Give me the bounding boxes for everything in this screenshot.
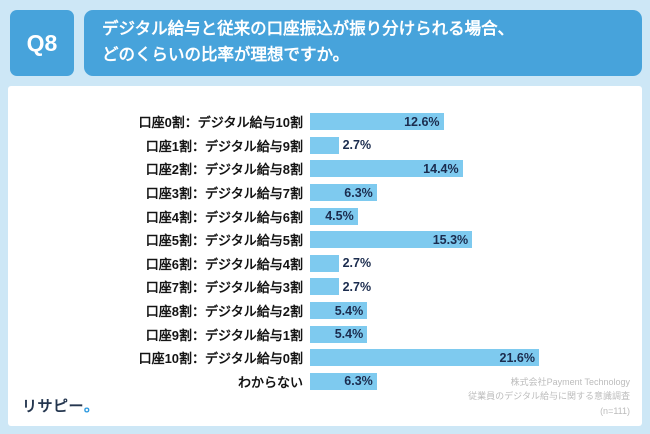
category-label: 口座4割：デジタル給与6割 — [145, 209, 303, 225]
bar — [310, 278, 339, 296]
bar: 14.4% — [310, 160, 463, 178]
chart-row: 口座2割：デジタル給与8割 14.4% — [8, 157, 642, 181]
category-label: 口座7割：デジタル給与3割 — [145, 280, 303, 296]
value-label: 6.3% — [344, 374, 373, 389]
bar: 5.4% — [310, 302, 368, 320]
chart-row: 口座9割：デジタル給与1割 5.4% — [8, 322, 642, 346]
plot-area: 2.7% — [310, 136, 575, 154]
category-label: 口座5割：デジタル給与5割 — [145, 233, 303, 249]
chart-row: 口座8割：デジタル給与2割 5.4% — [8, 299, 642, 323]
value-label: 4.5% — [325, 209, 354, 224]
category-label: 口座2割：デジタル給与8割 — [145, 162, 303, 178]
value-label: 21.6% — [499, 350, 535, 365]
chart-row: わからない 6.3% — [8, 370, 642, 394]
bar: 12.6% — [310, 113, 444, 131]
question-title-line1: デジタル給与と従来の口座振込が振り分けられる場合、 — [102, 20, 515, 39]
bar: 15.3% — [310, 231, 473, 249]
plot-area: 14.4% — [310, 160, 575, 178]
value-label: 2.7% — [342, 256, 372, 271]
chart-row: 口座7割：デジタル給与3割 2.7% — [8, 275, 642, 299]
plot-area: 6.3% — [310, 184, 575, 202]
plot-area: 5.4% — [310, 325, 575, 343]
logo-text: リサピー — [22, 398, 84, 415]
chart-row: 口座3割：デジタル給与7割 6.3% — [8, 181, 642, 205]
plot-area: 15.3% — [310, 231, 575, 249]
category-label: 口座8割：デジタル給与2割 — [145, 304, 303, 320]
plot-area: 2.7% — [310, 278, 575, 296]
bar: 21.6% — [310, 349, 539, 367]
question-title: デジタル給与と従来の口座振込が振り分けられる場合、 どのくらいの比率が理想ですか… — [84, 10, 642, 76]
chart-panel: 口座0割：デジタル給与10割 12.6% 口座1割：デジタル給与9割 2.7% 口座2割… — [8, 86, 642, 426]
bar: 5.4% — [310, 325, 368, 343]
source-company: 株式会社Payment Technology — [510, 376, 630, 387]
chart-row: 口座4割：デジタル給与6割 4.5% — [8, 204, 642, 228]
category-label: 口座0割：デジタル給与10割 — [138, 115, 303, 131]
bar: 4.5% — [310, 207, 358, 225]
category-label: 口座6割：デジタル給与4割 — [145, 256, 303, 272]
question-number-badge: Q8 — [10, 10, 74, 76]
chart-row: 口座0割：デジタル給与10割 12.6% — [8, 110, 642, 134]
bar — [310, 254, 339, 272]
bar-chart: 口座0割：デジタル給与10割 12.6% 口座1割：デジタル給与9割 2.7% 口座2割… — [8, 86, 642, 393]
value-label: 6.3% — [344, 185, 373, 200]
value-label: 12.6% — [404, 114, 440, 129]
category-label: 口座9割：デジタル給与1割 — [145, 327, 303, 343]
value-label: 5.4% — [334, 303, 364, 318]
value-label: 5.4% — [334, 327, 364, 342]
category-label: 口座1割：デジタル給与9割 — [145, 138, 303, 154]
value-label: 2.7% — [342, 279, 372, 294]
plot-area: 6.3% — [310, 372, 575, 390]
header: Q8 デジタル給与と従来の口座振込が振り分けられる場合、 どのくらいの比率が理想… — [0, 0, 650, 76]
bar — [310, 136, 339, 154]
chart-row: 口座6割：デジタル給与4割 2.7% — [8, 252, 642, 276]
value-label: 14.4% — [423, 161, 459, 176]
plot-area: 4.5% — [310, 207, 575, 225]
resapi-logo: リサピー。 — [22, 395, 99, 416]
bar: 6.3% — [310, 372, 377, 390]
source-note: 株式会社Payment Technology 従業員のデジタル給与に関する意識調… — [468, 375, 630, 418]
question-title-line2: どのくらいの比率が理想ですか。 — [102, 46, 350, 64]
chart-row: 口座1割：デジタル給与9割 2.7% — [8, 134, 642, 158]
category-label: わからない — [237, 374, 303, 390]
category-label: 口座3割：デジタル給与7割 — [145, 186, 303, 202]
plot-area: 12.6% — [310, 113, 575, 131]
logo-dot: 。 — [83, 398, 100, 415]
value-label: 2.7% — [342, 138, 372, 153]
source-survey: 従業員のデジタル給与に関する意識調査 — [468, 391, 630, 402]
category-label: 口座10割：デジタル給与0割 — [138, 351, 303, 367]
chart-row: 口座5割：デジタル給与5割 15.3% — [8, 228, 642, 252]
value-label: 15.3% — [432, 232, 469, 247]
plot-area: 21.6% — [310, 349, 575, 367]
bar: 6.3% — [310, 184, 377, 202]
source-sample-size: (n=111) — [600, 405, 630, 416]
chart-row: 口座10割：デジタル給与0割 21.6% — [8, 346, 642, 370]
plot-area: 5.4% — [310, 302, 575, 320]
plot-area: 2.7% — [310, 254, 575, 272]
